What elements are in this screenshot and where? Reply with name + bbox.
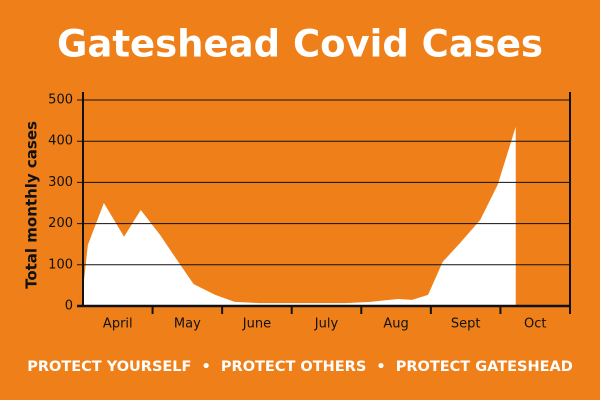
area — [83, 126, 516, 306]
x-tick-label: June — [242, 317, 271, 332]
x-tick-label: May — [174, 317, 201, 332]
y-tick-label: 0 — [65, 299, 73, 314]
x-tick-label: Aug — [383, 317, 408, 332]
x-tick-label: Sept — [451, 317, 481, 332]
x-tick-label: April — [103, 317, 133, 332]
y-tick-label: 400 — [48, 134, 73, 149]
y-tick-label: 300 — [48, 175, 73, 190]
y-tick-label: 200 — [48, 216, 73, 231]
y-axis-label: Total monthly cases — [23, 121, 41, 289]
x-tick-label: Oct — [524, 317, 546, 332]
y-tick-label: 500 — [48, 93, 73, 108]
chart-title: Gateshead Covid Cases — [57, 23, 543, 66]
y-tick-label: 100 — [48, 257, 73, 272]
x-tick-label: July — [314, 317, 339, 332]
footer-slogan: PROTECT YOURSELF • PROTECT OTHERS • PROT… — [27, 359, 573, 375]
